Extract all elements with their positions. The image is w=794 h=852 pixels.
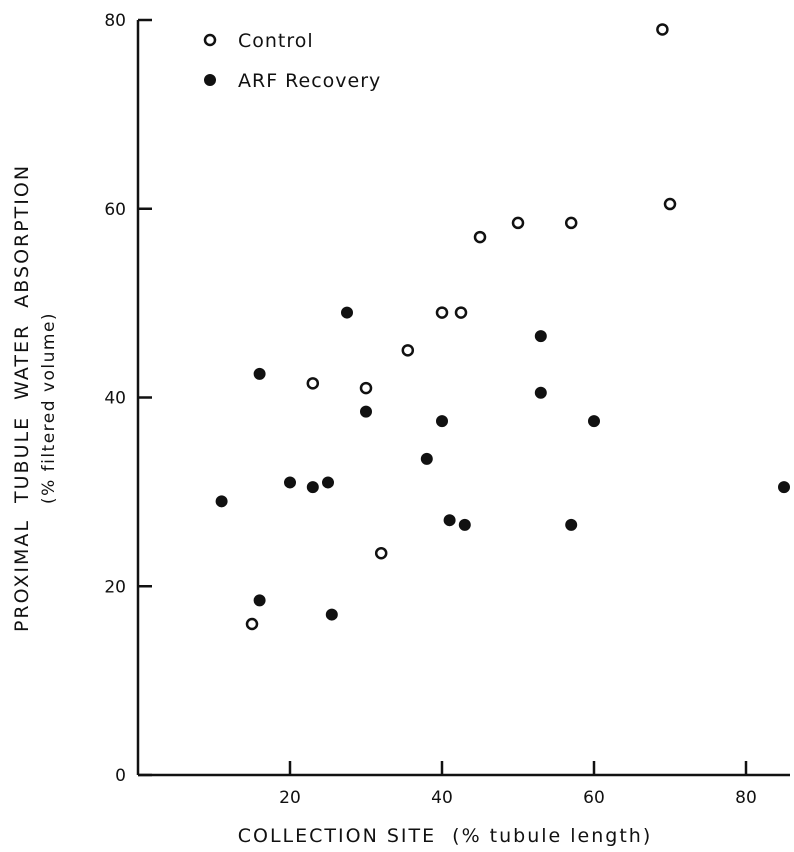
- x-tick-label: 60: [583, 788, 605, 808]
- control-point: [306, 377, 320, 390]
- arf-recovery-point: [253, 367, 266, 380]
- y-tick-label: 40: [104, 389, 126, 409]
- y-ticks: 0 20 40 60 80: [104, 11, 152, 786]
- arf-recovery-point: [322, 476, 334, 489]
- arf-recovery-point: [325, 608, 338, 621]
- arf-recovery-point: [534, 330, 547, 343]
- arf-recovery-point: [215, 495, 228, 508]
- x-tick-label: 20: [279, 788, 301, 808]
- control-point: [564, 216, 578, 230]
- control-point: [473, 230, 487, 244]
- control-point: [359, 381, 373, 395]
- arf-recovery-point: [588, 415, 600, 428]
- y-tick-label: 80: [104, 11, 126, 31]
- x-tick-label: 80: [735, 788, 757, 808]
- x-axis-title: COLLECTION SITE (% tubule length): [238, 825, 653, 847]
- y-tick-label: 0: [115, 766, 126, 786]
- y-tick-label: 20: [104, 577, 126, 597]
- x-ticks: 20 40 60 80: [279, 761, 757, 808]
- arf-recovery-point: [458, 518, 471, 531]
- arf-recovery-point: [443, 514, 456, 527]
- y-axis-subtitle: (% filtered volume): [39, 312, 59, 504]
- control-point: [245, 617, 259, 631]
- arf-recovery-point: [565, 518, 578, 531]
- arf-recovery-point: [778, 481, 790, 494]
- control-point: [511, 216, 525, 230]
- y-tick-label: 60: [104, 200, 126, 220]
- data-points: [215, 23, 790, 631]
- control-point: [656, 23, 669, 36]
- control-point: [435, 306, 449, 319]
- arf-recovery-point: [360, 405, 372, 418]
- control-point: [374, 546, 388, 560]
- control-point: [401, 344, 415, 357]
- control-point: [454, 306, 468, 319]
- legend: Control ARF Recovery: [203, 30, 381, 92]
- arf-recovery-point: [420, 452, 433, 465]
- legend-label-arf-recovery: ARF Recovery: [238, 70, 381, 92]
- arf-recovery-point: [341, 306, 353, 319]
- arf-recovery-point: [436, 415, 448, 428]
- arf-recovery-point: [534, 386, 547, 399]
- control-point: [663, 197, 677, 211]
- legend-marker-control: [203, 33, 217, 47]
- y-axis-title: PROXIMAL TUBULE WATER ABSORPTION: [11, 164, 33, 632]
- arf-recovery-point: [253, 594, 266, 607]
- x-tick-label: 40: [431, 788, 453, 808]
- arf-recovery-point: [284, 476, 296, 489]
- legend-label-control: Control: [238, 30, 314, 52]
- legend-marker-arf-recovery: [204, 74, 216, 86]
- arf-recovery-point: [306, 481, 319, 494]
